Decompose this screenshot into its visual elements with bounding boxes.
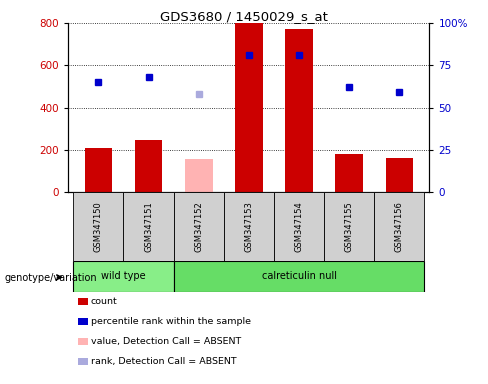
Bar [235, 23, 263, 192]
Bar [73, 261, 174, 292]
Bar [386, 157, 413, 192]
Bar [185, 159, 212, 192]
Bar [174, 261, 425, 292]
Text: GSM347154: GSM347154 [295, 201, 304, 252]
Text: count: count [91, 297, 118, 306]
Text: GSM347151: GSM347151 [144, 201, 153, 252]
Text: wild type: wild type [101, 271, 146, 281]
Bar [374, 192, 425, 261]
Text: calreticulin null: calreticulin null [262, 271, 337, 281]
Text: GSM347152: GSM347152 [194, 201, 203, 252]
Bar [285, 30, 313, 192]
Bar [135, 140, 163, 192]
Text: genotype/variation: genotype/variation [5, 273, 98, 283]
Bar [174, 192, 224, 261]
Bar [224, 192, 274, 261]
Text: GSM347156: GSM347156 [395, 201, 404, 252]
Text: GSM347155: GSM347155 [345, 201, 354, 252]
Bar [78, 358, 88, 365]
Bar [123, 192, 174, 261]
Bar [335, 154, 363, 192]
Bar [78, 318, 88, 325]
Text: GSM347153: GSM347153 [244, 201, 253, 252]
Bar [78, 298, 88, 305]
Text: percentile rank within the sample: percentile rank within the sample [91, 317, 251, 326]
Bar [78, 338, 88, 345]
Text: GSM347150: GSM347150 [94, 201, 103, 252]
Text: GDS3680 / 1450029_s_at: GDS3680 / 1450029_s_at [160, 10, 328, 23]
Bar [84, 148, 112, 192]
Text: value, Detection Call = ABSENT: value, Detection Call = ABSENT [91, 337, 241, 346]
Bar [73, 192, 123, 261]
Text: rank, Detection Call = ABSENT: rank, Detection Call = ABSENT [91, 357, 236, 366]
Bar [324, 192, 374, 261]
Bar [274, 192, 324, 261]
